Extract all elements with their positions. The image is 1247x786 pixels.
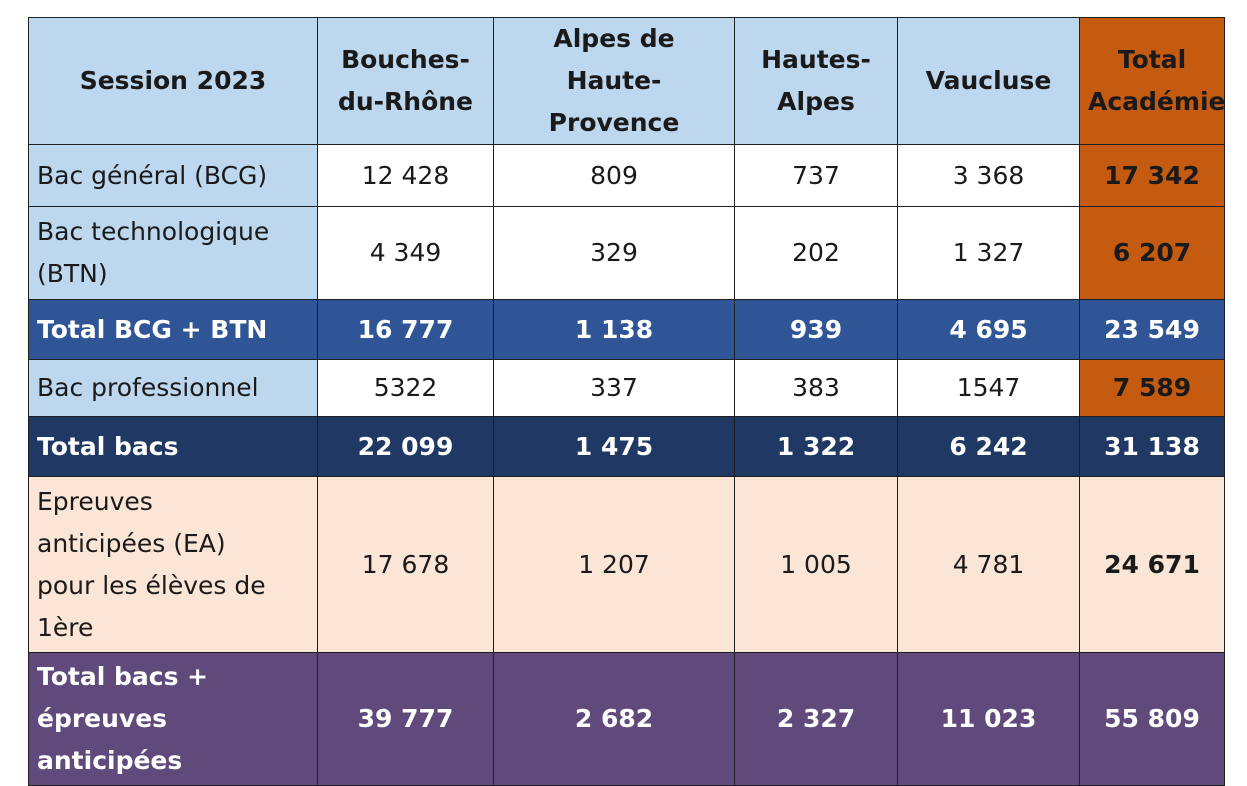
- table-cell: 1547: [897, 359, 1080, 417]
- header-bouches-du-rhone: Bouches-du-Rhône: [317, 17, 494, 145]
- table-cell: 22 099: [317, 416, 494, 477]
- table-cell: 809: [493, 144, 735, 207]
- header-session: Session 2023: [28, 17, 318, 145]
- table-cell: 1 207: [493, 476, 735, 653]
- total-cell: 31 138: [1079, 416, 1225, 477]
- table-row: Epreuves anticipées (EA) pour les élèves d…: [28, 476, 1225, 653]
- table-cell: 1 327: [897, 206, 1080, 300]
- total-cell: 6 207: [1079, 206, 1225, 300]
- row-label: Total bacs: [28, 416, 318, 477]
- table-cell: 1 138: [493, 299, 735, 360]
- table-cell: 39 777: [317, 652, 494, 786]
- table-cell: 202: [734, 206, 898, 300]
- table-cell: 329: [493, 206, 735, 300]
- row-label: Bac professionnel: [28, 359, 318, 417]
- table-cell: 3 368: [897, 144, 1080, 207]
- table-cell: 16 777: [317, 299, 494, 360]
- row-label: Total BCG + BTN: [28, 299, 318, 360]
- header-vaucluse: Vaucluse: [897, 17, 1080, 145]
- table-cell: 737: [734, 144, 898, 207]
- table-cell: 11 023: [897, 652, 1080, 786]
- table-cell: 2 327: [734, 652, 898, 786]
- table-cell: 6 242: [897, 416, 1080, 477]
- table-cell: 4 695: [897, 299, 1080, 360]
- header-hautes-alpes: Hautes- Alpes: [734, 17, 898, 145]
- table-row: Bac professionnel 5322 337 383 1547 7 58…: [28, 359, 1225, 417]
- table-cell: 17 678: [317, 476, 494, 653]
- header-total-academie: Total Académie: [1079, 17, 1225, 145]
- total-cell: 7 589: [1079, 359, 1225, 417]
- table-cell: 4 781: [897, 476, 1080, 653]
- header-alpes-haute-provence: Alpes de Haute-Provence: [493, 17, 735, 145]
- header-row: Session 2023 Bouches-du-Rhône Alpes de Ha…: [28, 17, 1225, 145]
- row-label: Total bacs + épreuves anticipées: [28, 652, 318, 786]
- subtotal-row: Total BCG + BTN 16 777 1 138 939 4 695 2…: [28, 299, 1225, 360]
- table-cell: 5322: [317, 359, 494, 417]
- total-cell: 17 342: [1079, 144, 1225, 207]
- table-cell: 383: [734, 359, 898, 417]
- table-cell: 1 005: [734, 476, 898, 653]
- row-label: Bac général (BCG): [28, 144, 318, 207]
- table-row: Bac technologique (BTN) 4 349 329 202 1 3…: [28, 206, 1225, 300]
- row-label: Epreuves anticipées (EA) pour les élèves d…: [28, 476, 318, 653]
- table-cell: 2 682: [493, 652, 735, 786]
- table-cell: 4 349: [317, 206, 494, 300]
- table-cell: 939: [734, 299, 898, 360]
- total-cell: 55 809: [1079, 652, 1225, 786]
- table-cell: 1 322: [734, 416, 898, 477]
- row-label: Bac technologique (BTN): [28, 206, 318, 300]
- results-table: Session 2023 Bouches-du-Rhône Alpes de Ha…: [28, 17, 1225, 786]
- table-cell: 1 475: [493, 416, 735, 477]
- table-cell: 12 428: [317, 144, 494, 207]
- total-cell: 23 549: [1079, 299, 1225, 360]
- table-cell: 337: [493, 359, 735, 417]
- table-row: Bac général (BCG) 12 428 809 737 3 368 1…: [28, 144, 1225, 207]
- total-cell: 24 671: [1079, 476, 1225, 653]
- subtotal-row: Total bacs 22 099 1 475 1 322 6 242 31 1…: [28, 416, 1225, 477]
- grand-total-row: Total bacs + épreuves anticipées 39 777 2 …: [28, 652, 1225, 786]
